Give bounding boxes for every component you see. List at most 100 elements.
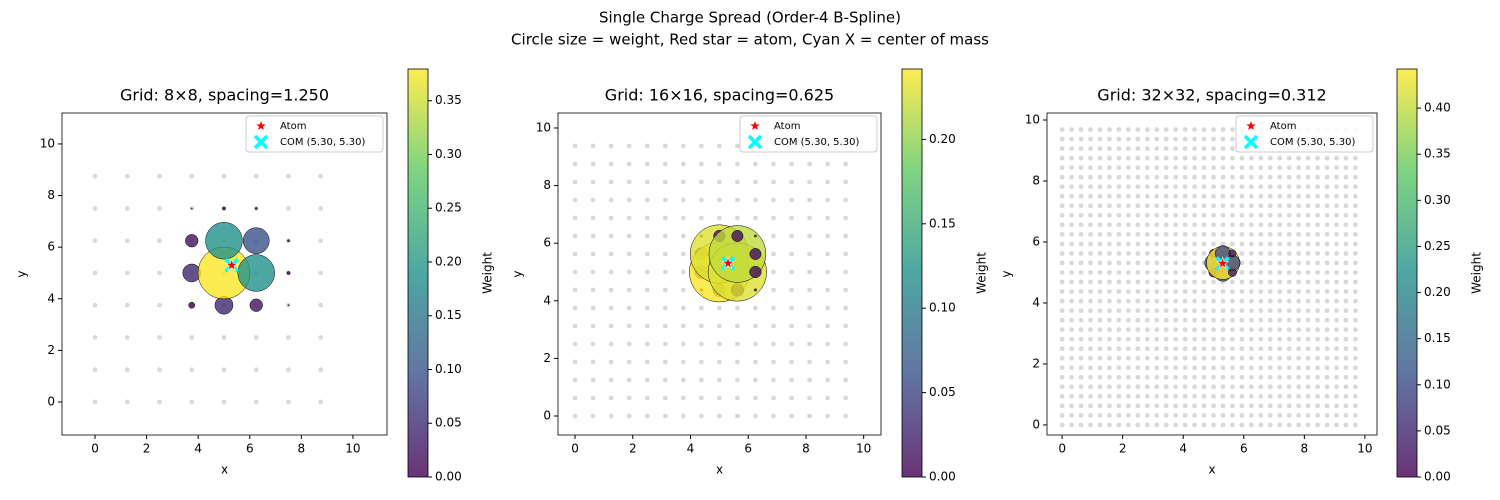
grid-point	[1315, 384, 1320, 390]
grid-point	[1239, 336, 1245, 342]
grid-point	[572, 395, 578, 401]
grid-point	[590, 395, 596, 401]
grid-point	[644, 341, 650, 347]
colorbar-tick-label: 0.30	[1424, 193, 1451, 207]
grid-point	[1116, 298, 1122, 304]
grid-point	[1088, 146, 1093, 151]
grid-point	[1116, 336, 1122, 342]
grid-point	[1154, 260, 1160, 266]
grid-point	[1116, 203, 1122, 209]
y-tick-label: 10	[536, 120, 551, 134]
grid-point	[1107, 327, 1112, 333]
grid-point	[753, 179, 758, 185]
grid-point	[1182, 174, 1188, 180]
grid-point	[1069, 212, 1074, 218]
grid-point	[1163, 155, 1169, 161]
grid-point	[572, 413, 578, 419]
grid-point	[698, 215, 704, 221]
grid-point	[1097, 422, 1103, 428]
grid-point	[1305, 327, 1311, 333]
grid-point	[1182, 222, 1188, 228]
grid-point	[825, 287, 830, 293]
grid-point	[1069, 393, 1074, 399]
grid-point	[590, 215, 596, 221]
grid-point	[1334, 174, 1339, 180]
legend-com-marker	[1243, 134, 1259, 150]
grid-point	[771, 251, 776, 257]
grid-point	[680, 413, 686, 419]
grid-point	[1305, 260, 1311, 266]
grid-point	[753, 341, 758, 347]
grid-point	[1125, 384, 1131, 390]
grid-point	[1353, 336, 1358, 342]
grid-point	[1334, 279, 1339, 285]
grid-point	[1135, 241, 1141, 247]
grid-point	[572, 287, 578, 293]
x-axis-label: x	[716, 463, 723, 477]
grid-point	[1211, 155, 1216, 161]
grid-point	[1211, 136, 1216, 142]
grid-point	[1069, 384, 1074, 390]
grid-point	[1353, 374, 1358, 380]
grid-point	[1296, 403, 1302, 409]
grid-point	[1230, 413, 1235, 418]
grid-point	[1230, 155, 1235, 161]
grid-point	[1220, 317, 1226, 323]
grid-point	[807, 287, 812, 293]
grid-point	[1277, 270, 1283, 275]
grid-point	[843, 179, 849, 185]
grid-point	[1163, 260, 1169, 266]
grid-point	[1069, 136, 1074, 142]
grid-point	[1230, 279, 1235, 285]
grid-point	[572, 143, 578, 149]
grid-point	[771, 413, 776, 419]
grid-point	[1144, 231, 1150, 237]
grid-point	[1343, 279, 1349, 285]
grid-point	[789, 305, 794, 311]
grid-point	[1059, 422, 1065, 428]
grid-point	[1116, 403, 1122, 409]
grid-point	[1182, 403, 1188, 409]
grid-point	[716, 161, 722, 167]
grid-point	[92, 238, 98, 244]
grid-point	[716, 323, 722, 329]
grid-point	[626, 161, 632, 167]
grid-point	[608, 161, 614, 167]
grid-point	[1078, 146, 1084, 151]
grid-point	[1069, 336, 1074, 342]
grid-point	[807, 305, 812, 311]
grid-point	[1248, 184, 1254, 190]
grid-point	[1163, 393, 1169, 399]
grid-point	[644, 395, 650, 401]
grid-point	[1353, 174, 1358, 180]
grid-point	[1154, 251, 1160, 256]
grid-point	[1201, 241, 1207, 247]
grid-point	[698, 143, 704, 149]
grid-point	[1173, 355, 1179, 361]
grid-point	[608, 359, 614, 365]
grid-point	[1230, 355, 1235, 361]
grid-point	[1182, 251, 1188, 256]
weight-point	[286, 271, 291, 275]
grid-point	[1069, 422, 1074, 428]
grid-point	[1239, 231, 1245, 237]
grid-point	[572, 251, 578, 257]
grid-point	[734, 323, 740, 329]
grid-point	[1097, 336, 1103, 342]
grid-point	[1116, 384, 1122, 390]
colorbar-label: Weight	[975, 252, 989, 294]
grid-point	[662, 341, 668, 347]
grid-point	[1248, 212, 1254, 218]
grid-point	[1296, 327, 1302, 333]
grid-point	[698, 197, 704, 203]
grid-point	[1258, 327, 1264, 333]
grid-point	[1211, 422, 1216, 428]
grid-point	[1248, 374, 1254, 380]
grid-point	[1230, 241, 1235, 247]
grid-point	[1267, 241, 1273, 247]
grid-point	[1069, 365, 1074, 371]
grid-point	[1353, 260, 1358, 266]
grid-point	[1220, 174, 1226, 180]
grid-point	[1078, 165, 1084, 171]
subplot-title: Grid: 32×32, spacing=0.312	[1097, 86, 1326, 105]
